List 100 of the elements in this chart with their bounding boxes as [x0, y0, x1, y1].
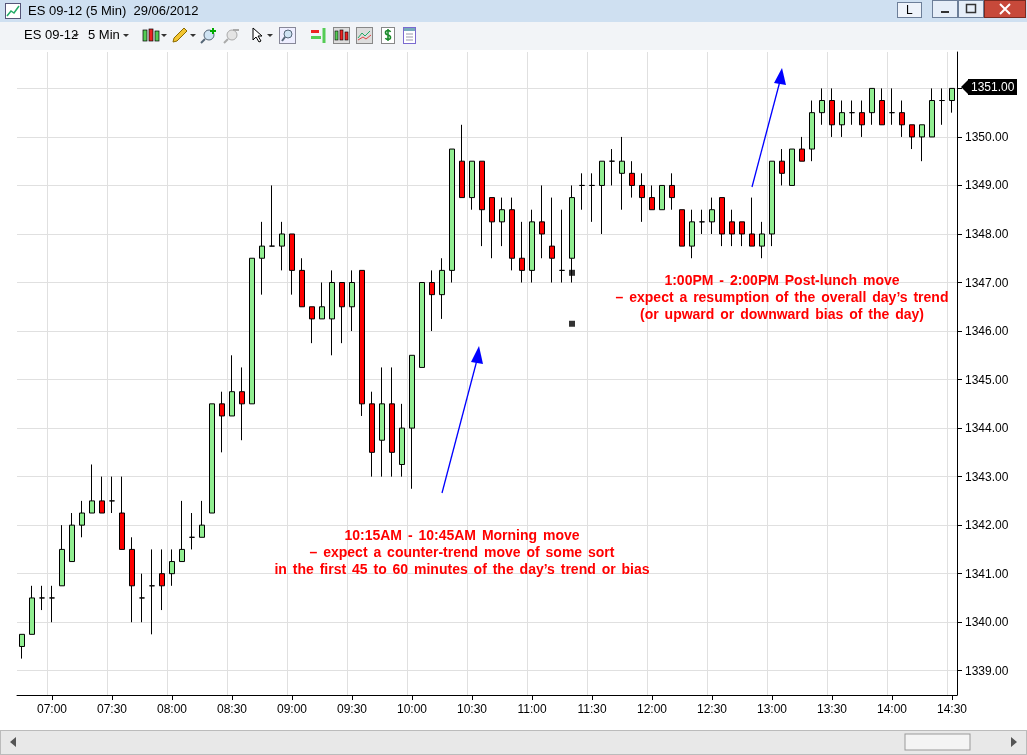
candlestick: [629, 160, 635, 199]
candlestick: [189, 512, 195, 550]
candlestick: [849, 100, 855, 126]
x-tick-label: 10:30: [456, 702, 488, 716]
candlestick: [619, 136, 625, 211]
candlestick: [269, 184, 275, 247]
chart-title: ES 09-12 (5 Min) 29/06/2012: [28, 3, 199, 18]
candlestick: [119, 476, 125, 550]
candlestick: [159, 548, 165, 611]
candlestick: [939, 87, 945, 126]
candlestick: [69, 512, 75, 563]
candlestick: [819, 87, 825, 126]
candlestick: [709, 197, 715, 235]
candlestick: [249, 257, 255, 405]
candlestick: [759, 221, 765, 259]
candlestick: [669, 172, 675, 211]
candlestick: [789, 148, 795, 186]
y-tick-label: 1345.00: [965, 372, 1009, 387]
candlestick: [749, 197, 755, 247]
candlestick: [359, 269, 365, 417]
candlestick: [929, 87, 935, 138]
candlestick: [649, 184, 655, 211]
candlestick: [439, 257, 445, 320]
candlestick: [399, 403, 405, 478]
candlestick: [539, 184, 545, 259]
candlestick: [129, 536, 135, 623]
candlestick: [599, 160, 605, 235]
candlestick: [589, 172, 595, 223]
candlestick: [679, 209, 685, 247]
candlestick: [169, 548, 175, 587]
y-tick-label: 1350.00: [965, 129, 1009, 144]
x-tick-label: 08:00: [156, 702, 188, 716]
candlestick: [779, 148, 785, 186]
candlestick: [529, 209, 535, 284]
candlestick: [799, 136, 805, 162]
candlestick: [569, 184, 575, 284]
y-tick-label: 1344.00: [965, 421, 1009, 436]
candlestick: [369, 391, 375, 478]
candlestick: [209, 403, 215, 514]
x-tick-label: 12:30: [696, 702, 728, 716]
x-tick-label: 14:30: [936, 702, 968, 716]
candlestick: [889, 87, 895, 126]
y-tick-label: 1346.00: [965, 324, 1009, 339]
candlestick: [329, 269, 335, 356]
y-tick-label: 1347.00: [965, 275, 1009, 290]
candlestick: [299, 257, 305, 308]
candlestick: [19, 633, 25, 660]
candlestick: [909, 124, 915, 150]
y-tick-label: 1348.00: [965, 226, 1009, 241]
candlestick: [259, 221, 265, 296]
candlestick: [309, 306, 315, 344]
candlestick: [639, 172, 645, 223]
x-tick-label: 08:30: [216, 702, 248, 716]
y-tick-label: 1339.00: [965, 663, 1009, 678]
text: 1351.00: [968, 79, 1018, 95]
candlestick: [219, 391, 225, 453]
candlestick: [149, 548, 155, 635]
candlestick: [949, 87, 955, 114]
y-tick-label: 1340.00: [965, 615, 1009, 630]
candlestick: [139, 573, 145, 623]
candlestick: [519, 221, 525, 284]
candlestick: [479, 160, 485, 247]
candlestick: [349, 269, 355, 332]
candlestick: [509, 197, 515, 271]
candlestick: [29, 585, 35, 635]
candlestick: [289, 233, 295, 296]
candlestick: [59, 524, 65, 587]
candlestick: [879, 87, 885, 126]
candlestick: [469, 160, 475, 211]
candlestick: [89, 463, 95, 514]
candlestick: [229, 354, 235, 417]
candlestick: [279, 221, 285, 271]
candlestick: [869, 87, 875, 126]
x-tick-label: 13:30: [816, 702, 848, 716]
candlestick: [109, 476, 115, 514]
candlestick: [609, 148, 615, 186]
candlestick: [429, 269, 435, 332]
candlestick: [489, 197, 495, 259]
candlestick: [739, 221, 745, 247]
candlestick: [839, 100, 845, 138]
x-tick-label: 07:30: [96, 702, 128, 716]
candlestick: [729, 209, 735, 247]
y-tick-label: 1342.00: [965, 518, 1009, 533]
candlestick: [99, 476, 105, 514]
candlestick: [239, 366, 245, 441]
candlestick: [409, 354, 415, 490]
candlestick: [449, 148, 455, 284]
x-tick-label: 11:30: [577, 702, 607, 716]
text: L: [897, 2, 922, 18]
x-tick-label: 13:00: [756, 702, 788, 716]
y-tick-label: 1341.00: [965, 566, 1009, 581]
candlestick: [809, 100, 815, 162]
x-tick-label: 10:00: [396, 702, 428, 716]
text: 5 Min: [88, 27, 120, 42]
candlestick: [699, 209, 705, 235]
candlestick: [499, 197, 505, 247]
annotation: 1:00PM - 2:00PM Post-lunch move – expect a resumption of the overall day’s trend (or upward or downward bias of the day): [615, 272, 949, 323]
candlestick: [199, 500, 205, 538]
candlestick: [719, 197, 725, 247]
candlestick: [379, 366, 385, 478]
